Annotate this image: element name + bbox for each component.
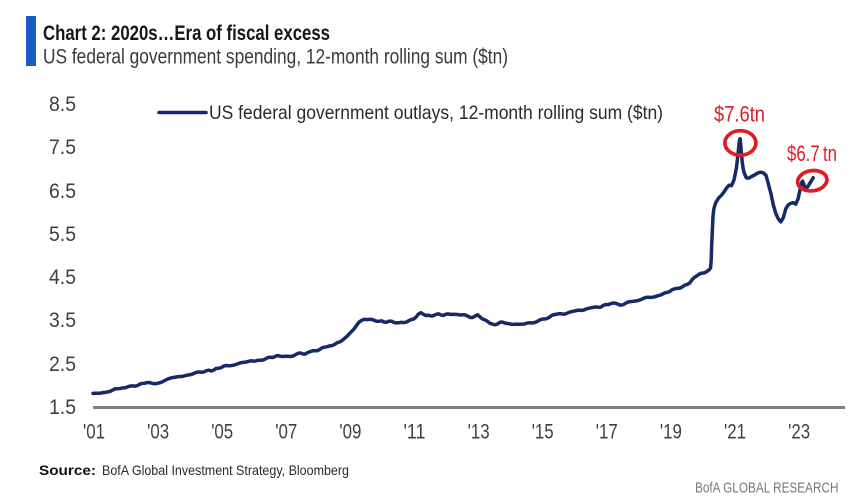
svg-text:5.5: 5.5: [49, 222, 76, 246]
svg-text:1.5: 1.5: [49, 395, 76, 419]
svg-text:Chart 2: 2020s…Era of fiscal e: Chart 2: 2020s…Era of fiscal excess: [43, 21, 330, 45]
svg-text:$6.7 tn: $6.7 tn: [787, 141, 837, 166]
svg-text:Source:: Source:: [39, 463, 96, 478]
svg-text:'23: '23: [788, 421, 810, 444]
svg-text:BofA Global Investment Strateg: BofA Global Investment Strategy, Bloombe…: [102, 462, 349, 478]
svg-text:'19: '19: [660, 421, 682, 444]
svg-text:8.5: 8.5: [49, 92, 76, 116]
svg-text:2.5: 2.5: [49, 352, 76, 376]
svg-text:'01: '01: [83, 421, 105, 444]
svg-text:BofA GLOBAL RESEARCH: BofA GLOBAL RESEARCH: [695, 481, 839, 497]
svg-text:'03: '03: [147, 421, 169, 444]
svg-text:$7.6tn: $7.6tn: [714, 102, 765, 127]
svg-text:US federal government spending: US federal government spending, 12-month…: [43, 46, 508, 69]
svg-text:'05: '05: [211, 421, 233, 444]
svg-text:7.5: 7.5: [49, 135, 76, 159]
svg-text:6.5: 6.5: [49, 179, 76, 203]
svg-text:4.5: 4.5: [49, 265, 76, 289]
svg-text:'07: '07: [275, 421, 297, 444]
svg-text:'15: '15: [532, 421, 554, 444]
svg-text:'13: '13: [468, 421, 490, 444]
svg-text:'11: '11: [404, 421, 426, 444]
svg-text:'21: '21: [724, 421, 746, 444]
svg-text:3.5: 3.5: [49, 308, 76, 332]
svg-text:'09: '09: [339, 421, 361, 444]
svg-text:US federal government outlays,: US federal government outlays, 12-month …: [209, 102, 663, 124]
svg-text:'17: '17: [596, 421, 618, 444]
